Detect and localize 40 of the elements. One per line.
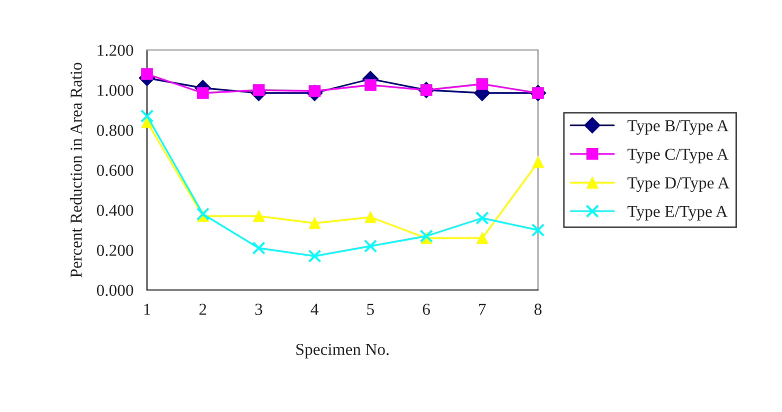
- legend-label: Type C/Type A: [628, 148, 728, 164]
- legend-label: Type B/Type A: [628, 120, 728, 135]
- point: [308, 217, 320, 229]
- point: [196, 87, 209, 99]
- point: [532, 156, 544, 168]
- point: [140, 109, 154, 123]
- y-tick-label: 0.800: [96, 124, 134, 136]
- point: [364, 239, 378, 253]
- point: [252, 241, 266, 255]
- x-tick-label: 7: [479, 304, 486, 315]
- point: [531, 223, 545, 237]
- point: [141, 116, 153, 128]
- x-tick-label: 4: [310, 304, 318, 315]
- y-tick-label: 1.000: [98, 84, 134, 96]
- point: [364, 79, 376, 91]
- x-tick-label: 6: [422, 304, 430, 315]
- point: [196, 207, 210, 221]
- x-tick-label: 8: [534, 304, 542, 315]
- x-tick-label: 1: [144, 304, 150, 315]
- y-axis-title: Percent Reduction in Area Ratio: [70, 62, 82, 278]
- point: [252, 210, 265, 222]
- point: [476, 78, 488, 90]
- x-axis-title: Specimen No.: [296, 344, 389, 358]
- point: [476, 232, 488, 244]
- point: [141, 68, 153, 80]
- point: [308, 249, 322, 263]
- point: [364, 211, 376, 223]
- legend-label: Type E/Type A: [628, 206, 728, 221]
- x-tick-label: 3: [255, 304, 262, 315]
- y-tick-label: 0.200: [96, 244, 134, 256]
- point: [252, 84, 265, 96]
- x-tick-label: 2: [199, 304, 206, 315]
- legend-label: Type D/Type A: [628, 177, 730, 192]
- y-tick-label: 1.200: [98, 44, 134, 56]
- x-tick-label: 5: [367, 304, 374, 315]
- y-tick-label: 0.000: [96, 284, 134, 296]
- point: [476, 211, 489, 225]
- y-tick-label: 0.600: [96, 164, 134, 176]
- y-tick-label: 0.400: [96, 204, 134, 216]
- point: [420, 229, 433, 243]
